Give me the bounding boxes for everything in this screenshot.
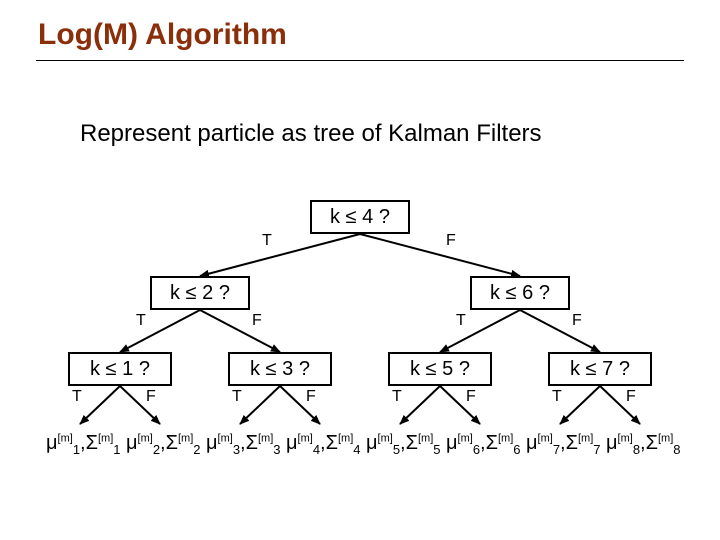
edge-label: T [232, 388, 242, 406]
decision-node: k ≤ 7 ? [548, 352, 652, 386]
slide-title-text: Log(M) Algorithm [38, 18, 287, 51]
leaf-kalman-filter: μ[m]5,Σ[m]5 [366, 432, 434, 457]
leaf-kalman-filter: μ[m]1,Σ[m]1 [46, 432, 114, 457]
leaf-kalman-filter: μ[m]3,Σ[m]3 [206, 432, 274, 457]
leaf-kalman-filter: μ[m]7,Σ[m]7 [526, 432, 594, 457]
leaf-kalman-filter: μ[m]8,Σ[m]8 [606, 432, 674, 457]
edge-label: F [572, 312, 582, 330]
edge-label: F [446, 232, 456, 250]
leaf-kalman-filter: μ[m]6,Σ[m]6 [446, 432, 514, 457]
edge-label: F [252, 312, 262, 330]
edge-label: T [136, 312, 146, 330]
decision-node: k ≤ 6 ? [470, 276, 570, 310]
slide-title: Log(M) Algorithm [38, 18, 287, 52]
decision-node: k ≤ 5 ? [388, 352, 492, 386]
leaf-kalman-filter: μ[m]4,Σ[m]4 [286, 432, 354, 457]
edge-label: F [306, 388, 316, 406]
edge-label: T [552, 388, 562, 406]
edge-label: T [262, 232, 272, 250]
edge-label: F [466, 388, 476, 406]
edge-label: T [72, 388, 82, 406]
tree-edges [0, 0, 720, 540]
decision-node: k ≤ 4 ? [310, 200, 410, 234]
leaf-kalman-filter: μ[m]2,Σ[m]2 [126, 432, 194, 457]
decision-node: k ≤ 1 ? [68, 352, 172, 386]
edge-label: T [392, 388, 402, 406]
edge-label: T [456, 312, 466, 330]
edge-label: F [146, 388, 156, 406]
slide-subtitle-text: Represent particle as tree of Kalman Fil… [80, 120, 542, 147]
decision-node: k ≤ 2 ? [150, 276, 250, 310]
title-underline [36, 60, 684, 61]
slide-subtitle: Represent particle as tree of Kalman Fil… [80, 120, 542, 148]
edge-label: F [626, 388, 636, 406]
decision-node: k ≤ 3 ? [228, 352, 332, 386]
